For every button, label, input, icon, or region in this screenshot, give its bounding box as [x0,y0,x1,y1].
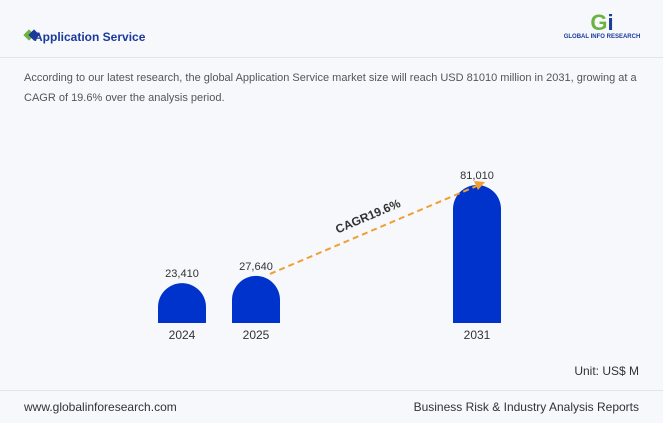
data-label: 27,640 [239,261,273,273]
cagr-arrow [269,184,480,275]
arrowhead-icon [474,181,485,190]
bar-2025 [232,275,280,323]
footer-divider [0,390,663,391]
page-title: Application Service [34,30,146,44]
bar-2024 [158,283,206,323]
footer-tagline: Business Risk & Industry Analysis Report… [413,400,639,414]
logo: Gi GLOBAL INFO RESEARCH [563,10,641,41]
x-tick-label: 2024 [169,328,196,342]
header [0,0,663,58]
x-tick-label: 2031 [464,328,491,342]
website-link[interactable]: www.globalinforesearch.com [24,400,177,414]
data-label: 81,010 [460,170,494,182]
data-label: 23,410 [165,268,199,280]
unit-label: Unit: US$ M [574,364,639,378]
bar-2031 [453,185,501,323]
description: According to our latest research, the gl… [24,72,637,104]
x-tick-label: 2025 [243,328,270,342]
cagr-annotation: CAGR19.6% [333,196,403,236]
